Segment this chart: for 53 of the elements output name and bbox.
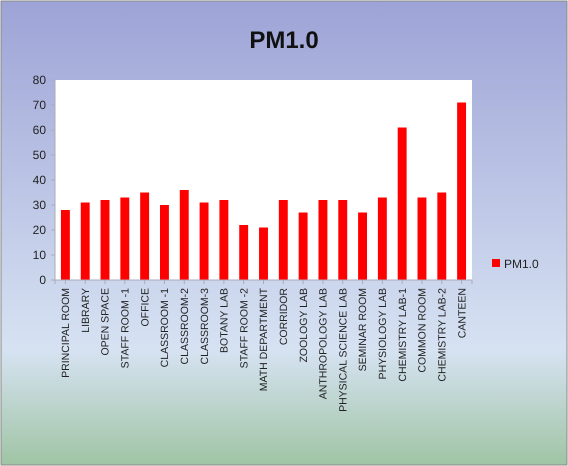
bar (239, 225, 248, 280)
y-tick-label: 40 (32, 173, 46, 187)
bar (100, 200, 110, 280)
x-tick-label: CLASSROOM-2 (178, 288, 191, 364)
bar (160, 205, 169, 280)
bar (338, 200, 348, 280)
y-tick-label: 50 (32, 148, 46, 162)
x-tick-label: PRINCIPAL ROOM (60, 288, 72, 378)
x-tick-label: LIBRARY (80, 288, 92, 333)
y-tick-label: 80 (32, 73, 46, 87)
bar (418, 198, 426, 280)
x-tick-label: BOTANY LAB (218, 288, 231, 353)
x-tick-label: OFFICE (139, 288, 152, 326)
bar (378, 198, 387, 280)
y-tick-label: 0 (39, 273, 46, 287)
x-tick-label: STAFF ROOM -1 (120, 288, 132, 368)
x-tick-label: CANTEEN (456, 288, 468, 338)
x-tick-label: CLASSROOM-3 (198, 288, 211, 364)
bar (80, 202, 90, 280)
bar (60, 210, 70, 280)
x-tick-label: CHEMISTRY LAB-1 (396, 288, 409, 382)
x-tick-label: CLASSROOM -1 (159, 288, 172, 368)
legend-label: PM1.0 (504, 257, 540, 272)
bar (200, 202, 209, 280)
bar (457, 102, 466, 280)
x-tick-label: PHYSIOLOGY LAB (377, 288, 390, 380)
x-tick-label: ZOOLOGY LAB (298, 288, 310, 362)
x-tick-label: MATH DEPARTMENT (258, 287, 270, 392)
bar (219, 200, 228, 280)
x-tick-label: STAFF ROOM -2 (238, 288, 250, 368)
x-tick-label: OPEN SPACE (100, 288, 112, 356)
bar (120, 198, 130, 280)
bar (180, 190, 189, 280)
x-tick-label: CORRIDOR (278, 288, 290, 346)
x-tick-label: COMMON ROOM (416, 288, 429, 373)
y-tick-label: 30 (32, 198, 46, 212)
y-tick-label: 60 (32, 123, 46, 137)
y-tick-label: 20 (32, 223, 46, 237)
bar (259, 228, 268, 280)
y-tick-label: 70 (32, 98, 46, 112)
bar (140, 192, 150, 280)
y-tick-label: 10 (32, 248, 46, 262)
x-tick-label: PHYSICAL SCIENCE LAB (337, 288, 350, 412)
bar (398, 128, 407, 280)
bar (318, 200, 328, 280)
x-tick-label: CHEMISTRY LAB-2 (436, 288, 448, 382)
x-tick-label: ANTHROPOLOGY LAB (318, 288, 330, 400)
x-tick-label: SEMINAR ROOM (357, 288, 370, 372)
chart-title: PM1.0 (249, 27, 319, 54)
bar (358, 212, 368, 280)
bar (437, 192, 446, 280)
bar (278, 200, 288, 280)
bar (298, 212, 308, 280)
